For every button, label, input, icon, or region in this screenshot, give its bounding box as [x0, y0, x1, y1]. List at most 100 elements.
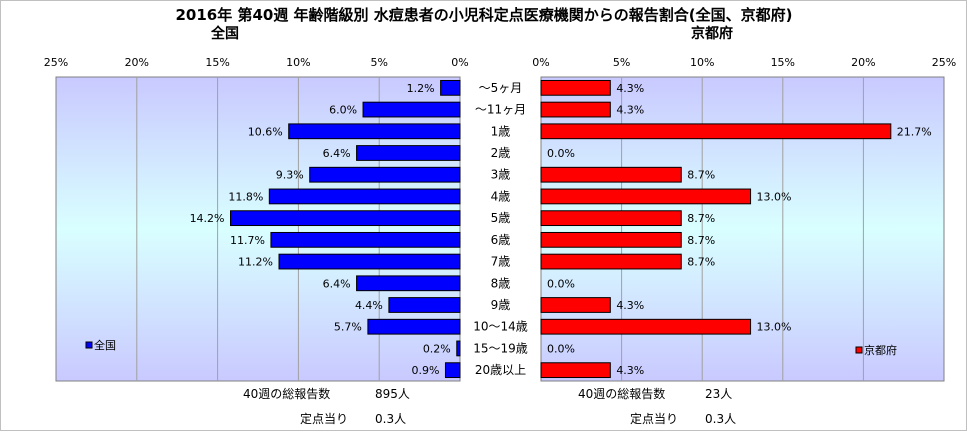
right-bar: [540, 166, 682, 183]
left-bars: [230, 79, 461, 379]
left-legend-label: 全国: [94, 338, 116, 352]
category-label: 8歳: [491, 276, 511, 290]
right-data-label: 21.7%: [897, 125, 932, 138]
right-data-label: 0.0%: [547, 342, 575, 355]
category-label: 2歳: [491, 146, 511, 160]
right-bar: [540, 123, 892, 140]
left-tick-label: 20%: [125, 56, 149, 69]
left-per-value: 0.3人: [375, 412, 406, 426]
category-label: 5歳: [491, 211, 511, 225]
left-tick-label: 0%: [451, 56, 468, 69]
right-bar: [540, 101, 611, 118]
right-data-label: 8.7%: [687, 234, 715, 247]
right-data-label: 0.0%: [547, 147, 575, 160]
right-data-label: 4.3%: [616, 299, 644, 312]
right-data-label: 13.0%: [757, 190, 792, 203]
left-bar: [444, 362, 461, 379]
left-data-label: 11.2%: [238, 256, 273, 269]
right-data-label: 8.7%: [687, 169, 715, 182]
left-bar: [270, 231, 461, 248]
right-data-label: 4.3%: [616, 82, 644, 95]
right-tick-label: 10%: [690, 56, 714, 69]
right-tick-labels: 0% 5% 10% 15% 20% 25%: [532, 56, 956, 69]
left-bar: [278, 253, 461, 270]
left-bar: [268, 188, 461, 205]
left-total-label: 40週の総報告数: [243, 386, 330, 401]
left-data-labels: 1.2% 6.0% 10.6% 6.4% 9.3% 11.8%14.2% 11.7% 11.2…: [190, 82, 451, 377]
chart-title: 2016年 第40週 年齢階級別 水痘患者の小児科定点医療機関からの報告割合(全…: [175, 6, 792, 24]
right-tick-label: 5%: [613, 56, 630, 69]
category-label: 3歳: [491, 168, 511, 182]
right-plot-area: [540, 76, 945, 382]
left-data-label: 0.2%: [423, 342, 451, 355]
category-labels: ～5ヶ月 ～11ヶ月 1歳 2歳 3歳 4歳 5歳 6歳 7歳 8歳 9歳 10～14歳 15～19歳 2…: [473, 81, 528, 377]
right-data-label: 4.3%: [616, 364, 644, 377]
category-label: 10～14歳: [473, 320, 528, 334]
right-legend-swatch: [855, 346, 863, 354]
left-data-label: 14.2%: [190, 212, 225, 225]
right-data-label: 13.0%: [757, 321, 792, 334]
category-label: ～11ヶ月: [475, 103, 526, 117]
left-per-label: 定点当り: [300, 411, 348, 426]
left-footer: 40週の総報告数 895人 定点当り 0.3人: [243, 386, 410, 426]
right-bars: [540, 79, 892, 379]
left-data-label: 1.2%: [407, 82, 435, 95]
right-bar: [540, 253, 682, 270]
right-tick-label: 25%: [932, 56, 956, 69]
right-data-labels: 4.3% 4.3% 21.7% 0.0% 8.7% 13.0% 8.7% 8.7% 8.7% 0.…: [547, 82, 932, 377]
left-bar: [388, 297, 461, 313]
right-total-label: 40週の総報告数: [578, 386, 665, 401]
right-bar: [540, 297, 611, 313]
left-tick-label: 10%: [286, 56, 310, 69]
left-legend-swatch: [85, 341, 93, 349]
left-tick-label: 5%: [370, 56, 387, 69]
left-bar: [440, 79, 461, 96]
right-data-label: 0.0%: [547, 277, 575, 290]
right-tick-label: 15%: [771, 56, 795, 69]
right-footer: 40週の総報告数 23人 定点当り 0.3人: [578, 386, 736, 426]
left-data-label: 9.3%: [276, 169, 304, 182]
left-bar: [362, 101, 461, 118]
left-bar: [356, 275, 461, 292]
left-bar: [288, 123, 461, 140]
right-legend: 京都府: [855, 343, 897, 357]
left-data-label: 4.4%: [355, 299, 383, 312]
category-label: 9歳: [491, 298, 511, 312]
left-data-label: 0.9%: [412, 364, 440, 377]
left-bar: [230, 210, 461, 227]
right-bar: [540, 79, 611, 96]
category-label: 7歳: [491, 255, 511, 269]
right-total-value: 23人: [705, 387, 732, 401]
category-label: 6歳: [491, 233, 511, 247]
left-data-label: 6.4%: [323, 147, 351, 160]
left-total-value: 895人: [375, 387, 410, 401]
right-bar: [540, 362, 611, 379]
left-data-label: 6.0%: [329, 104, 357, 117]
left-data-label: 5.7%: [334, 321, 362, 334]
left-panel-title: 全国: [210, 25, 239, 42]
right-data-label: 8.7%: [687, 256, 715, 269]
left-data-label: 10.6%: [248, 125, 283, 138]
right-legend-label: 京都府: [864, 343, 897, 357]
left-bar: [356, 145, 461, 161]
left-tick-labels: 0% 5% 10% 15% 20% 25%: [44, 56, 469, 69]
right-data-label: 4.3%: [616, 104, 644, 117]
right-tick-label: 20%: [851, 56, 875, 69]
right-per-label: 定点当り: [630, 411, 678, 426]
left-data-label: 6.4%: [323, 277, 351, 290]
left-tick-label: 25%: [44, 56, 68, 69]
right-bar: [540, 231, 682, 248]
category-label: 4歳: [491, 189, 511, 203]
category-label: 20歳以上: [475, 363, 526, 377]
left-bar: [456, 340, 461, 357]
category-label: 1歳: [491, 124, 511, 138]
right-panel-title: 京都府: [691, 25, 733, 42]
right-bar: [540, 210, 682, 227]
left-plot-area: [55, 76, 461, 382]
left-data-label: 11.7%: [230, 234, 265, 247]
category-label: ～5ヶ月: [479, 81, 523, 95]
right-bar: [540, 188, 752, 205]
left-bar: [367, 318, 461, 335]
category-label: 15～19歳: [473, 341, 528, 355]
